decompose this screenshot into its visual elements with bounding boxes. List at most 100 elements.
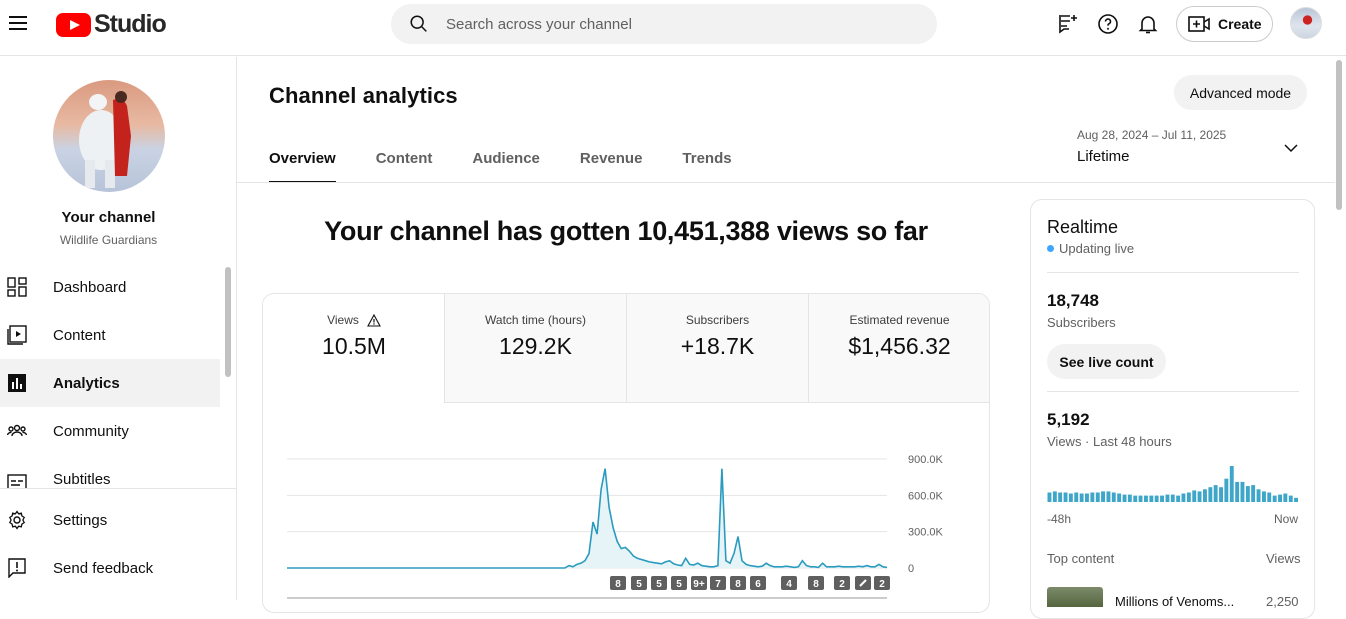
search-icon[interactable] [408, 13, 430, 35]
realtime-bar[interactable] [1240, 481, 1245, 502]
bell-icon[interactable] [1136, 12, 1160, 36]
search-input[interactable] [446, 15, 906, 33]
realtime-bar[interactable] [1138, 495, 1143, 502]
realtime-bar[interactable] [1127, 494, 1132, 502]
realtime-bar[interactable] [1090, 492, 1095, 503]
realtime-bar[interactable] [1160, 495, 1164, 502]
advanced-mode-button[interactable]: Advanced mode [1174, 75, 1307, 110]
top-video-title[interactable]: Millions of Venoms... [1115, 594, 1235, 609]
realtime-bar[interactable] [1111, 492, 1116, 503]
main-scrollbar[interactable] [1336, 60, 1342, 210]
video-marker[interactable] [651, 576, 667, 590]
realtime-bar[interactable] [1074, 492, 1079, 503]
sidebar-item-subtitles[interactable]: Subtitles [0, 455, 220, 488]
realtime-bar[interactable] [1203, 489, 1207, 502]
views-48h-label: Views · Last 48 hours [1047, 434, 1172, 449]
sidebar-item-dashboard[interactable]: Dashboard [0, 263, 220, 311]
realtime-bar[interactable] [1106, 491, 1111, 502]
realtime-bar[interactable] [1235, 481, 1240, 502]
video-marker[interactable] [808, 576, 824, 590]
sidebar-item-label: Content [53, 326, 106, 344]
realtime-bar[interactable] [1278, 494, 1282, 502]
metric-views[interactable]: Views 10.5M [263, 294, 445, 403]
metric-revenue[interactable]: Estimated revenue $1,456.32 [808, 294, 989, 403]
metric-subscribers[interactable]: Subscribers +18.7K [626, 294, 808, 403]
realtime-bar[interactable] [1095, 492, 1100, 503]
realtime-bar[interactable] [1165, 494, 1170, 502]
realtime-bar[interactable] [1133, 495, 1138, 502]
sidebar-item-send-feedback[interactable]: Send feedback [0, 544, 220, 592]
video-marker[interactable] [781, 576, 797, 590]
video-marker[interactable] [610, 576, 626, 590]
realtime-bar[interactable] [1267, 492, 1272, 503]
realtime-bar[interactable] [1117, 493, 1122, 503]
realtime-bar[interactable] [1079, 493, 1084, 503]
realtime-bar[interactable] [1219, 487, 1223, 502]
realtime-bar[interactable] [1213, 485, 1218, 502]
realtime-bar[interactable] [1294, 497, 1298, 502]
channel-avatar[interactable] [53, 80, 165, 192]
realtime-bar[interactable] [1101, 491, 1105, 502]
video-marker[interactable] [631, 576, 647, 590]
warning-icon[interactable] [366, 313, 381, 327]
realtime-bar[interactable] [1122, 494, 1127, 502]
date-range-picker[interactable]: Aug 28, 2024 – Jul 11, 2025 Lifetime [1077, 128, 1226, 165]
sidebar-item-analytics[interactable]: Analytics [0, 359, 220, 407]
realtime-bar-chart[interactable] [1047, 462, 1299, 504]
video-marker[interactable] [710, 576, 726, 590]
views-series-line[interactable] [287, 468, 888, 569]
realtime-bar[interactable] [1085, 493, 1089, 503]
realtime-bar[interactable] [1262, 491, 1266, 502]
studio-logo[interactable]: Studio [56, 10, 167, 39]
sidebar-item-content[interactable]: Content [0, 311, 220, 359]
video-marker[interactable] [730, 576, 746, 590]
video-marker[interactable] [691, 576, 707, 590]
realtime-bar[interactable] [1208, 487, 1213, 502]
video-marker[interactable] [834, 576, 850, 590]
realtime-bar[interactable] [1229, 466, 1234, 502]
sidebar-item-community[interactable]: Community [0, 407, 220, 455]
realtime-bar[interactable] [1288, 495, 1293, 502]
video-thumbnail[interactable] [1047, 587, 1103, 607]
realtime-bar[interactable] [1256, 489, 1261, 502]
realtime-bar[interactable] [1245, 486, 1250, 502]
create-button[interactable]: Create [1176, 6, 1273, 42]
tab-trends[interactable]: Trends [682, 150, 732, 167]
see-live-count-button[interactable]: See live count [1047, 344, 1166, 379]
realtime-bar[interactable] [1186, 492, 1191, 503]
add-note-icon[interactable] [1056, 12, 1080, 36]
realtime-bar[interactable] [1181, 493, 1186, 503]
realtime-bar[interactable] [1144, 495, 1148, 502]
account-avatar[interactable] [1290, 7, 1322, 39]
realtime-bar[interactable] [1283, 493, 1288, 503]
sidebar-scrollbar[interactable] [225, 267, 231, 377]
realtime-bar[interactable] [1224, 478, 1229, 502]
realtime-bar[interactable] [1251, 485, 1256, 502]
realtime-bar[interactable] [1068, 493, 1073, 503]
realtime-bar[interactable] [1149, 495, 1154, 502]
views-chart[interactable]: 900.0K 600.0K 300.0K 0 8 5 5 5 9+ 7 8 6 4 8 2 2 [263, 294, 990, 613]
realtime-bar[interactable] [1052, 491, 1057, 502]
metric-label: Watch time (hours) [485, 313, 586, 327]
metric-watch-time[interactable]: Watch time (hours) 129.2K [444, 294, 626, 403]
realtime-bar[interactable] [1170, 494, 1175, 502]
video-marker[interactable] [671, 576, 687, 590]
realtime-bar[interactable] [1047, 492, 1052, 503]
realtime-bar[interactable] [1192, 490, 1197, 502]
video-marker[interactable] [874, 576, 890, 590]
realtime-bar[interactable] [1063, 492, 1068, 503]
chevron-down-icon[interactable] [1283, 140, 1299, 156]
realtime-bar[interactable] [1176, 495, 1181, 502]
menu-icon[interactable] [9, 13, 29, 33]
tab-content[interactable]: Content [375, 150, 433, 167]
tab-revenue[interactable]: Revenue [579, 150, 643, 167]
realtime-bar[interactable] [1197, 491, 1202, 502]
tab-audience[interactable]: Audience [472, 150, 540, 167]
help-icon[interactable] [1096, 12, 1120, 36]
realtime-bar[interactable] [1058, 492, 1063, 503]
sidebar-item-settings[interactable]: Settings [0, 496, 220, 544]
tab-overview[interactable]: Overview [269, 150, 336, 183]
realtime-bar[interactable] [1272, 495, 1277, 502]
video-marker[interactable] [750, 576, 766, 590]
realtime-bar[interactable] [1154, 495, 1159, 502]
